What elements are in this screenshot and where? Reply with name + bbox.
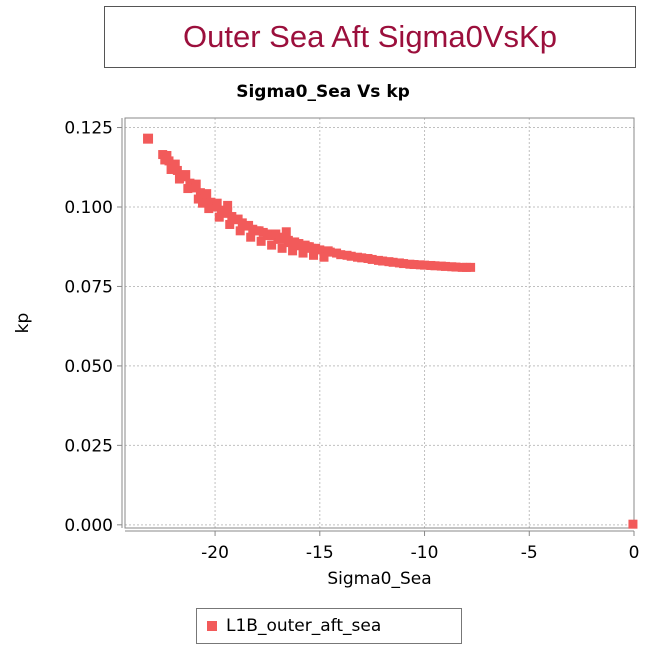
data-point [288,246,298,256]
data-point [198,198,208,208]
report-title: Outer Sea Aft Sigma0VsKp [183,19,557,54]
data-point [298,248,308,258]
data-point [296,241,306,251]
data-point [440,261,450,271]
data-point [183,184,193,194]
data-point [319,252,329,262]
data-point [204,204,214,214]
data-point [302,242,312,252]
data-point [409,260,419,270]
legend-label: L1B_outer_aft_sea [226,616,382,636]
data-point [275,234,285,244]
data-point [388,257,398,267]
data-point [206,197,216,207]
x-tick-label: -15 [306,543,334,563]
data-point [214,212,224,222]
data-point [420,260,430,270]
data-point [223,207,233,217]
data-point [254,226,264,236]
data-point [336,250,346,260]
data-point [265,231,275,241]
y-tick-label: 0.050 [64,357,113,377]
data-point [143,133,154,144]
axes: -20 -15 -10 -5 0 0.000 0.025 0.050 0.075 0.100 0.1… [64,118,639,563]
data-point [430,261,440,271]
data-point [309,250,319,260]
data-point [225,219,235,229]
data-point [185,178,195,188]
data-point [246,232,256,242]
data-point [466,262,476,272]
data-point [244,220,254,230]
legend: L1B_outer_aft_sea [196,608,462,644]
data-point [451,262,461,272]
data-point [378,256,388,266]
data-point [367,254,377,264]
data-point [172,165,182,175]
plot-area [124,117,635,529]
data-point [212,198,222,208]
x-tick-label: 0 [629,543,640,563]
data-point [315,245,325,255]
data-point [267,240,277,250]
scatter-plot: -20 -15 -10 -5 0 0.000 0.025 0.050 0.075 0.100 0.1… [13,117,639,589]
data-point [399,259,409,269]
x-tick-label: -20 [201,543,229,563]
data-point [285,238,295,248]
x-tick-label: -10 [411,543,439,563]
y-tick-label: 0.100 [64,198,113,218]
data-point [166,164,176,174]
data-point [162,151,172,161]
data-point [202,189,212,199]
x-tick-label: -5 [521,543,538,563]
data-point [628,519,638,529]
data-point [281,227,291,237]
y-tick-label: 0.075 [64,277,113,297]
report-title-banner: Outer Sea Aft Sigma0VsKp [104,6,636,68]
y-tick-label: 0.125 [64,119,113,139]
data-point [271,229,281,239]
data-point [235,226,245,236]
y-tick-label: 0.025 [64,436,113,456]
data-point [357,253,367,263]
data-points [143,133,638,529]
data-point [191,179,201,189]
data-point [233,214,243,224]
x-axis-label: Sigma0_Sea [327,569,431,589]
grid-lines [125,118,635,528]
data-point [181,170,191,180]
data-point [323,246,333,256]
y-axis-label: kp [13,313,33,334]
legend-swatch [207,621,217,631]
data-point [170,159,180,169]
data-point [256,236,266,246]
data-point [195,188,205,198]
y-tick-label: 0.000 [64,516,113,536]
data-point [277,243,287,253]
chart-title: Sigma0_Sea Vs kp [236,82,410,102]
data-point [346,251,356,261]
data-point [174,174,184,184]
data-point [223,200,233,210]
